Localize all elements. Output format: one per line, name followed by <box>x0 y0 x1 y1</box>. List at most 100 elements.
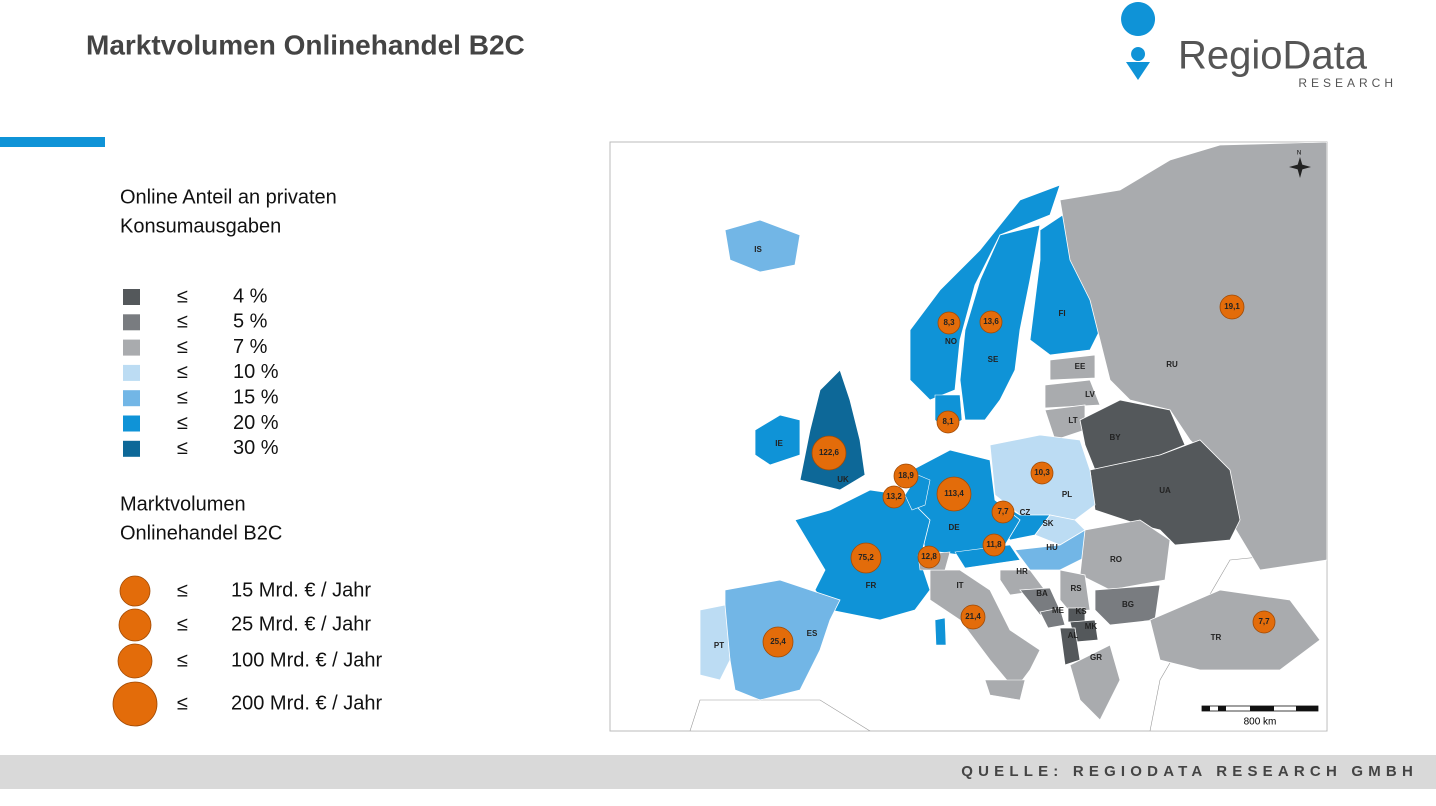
volume-label: 19,1 <box>1224 302 1240 311</box>
logo-pin <box>1121 2 1156 61</box>
legend-symbol: ≤ <box>177 361 188 383</box>
bubbles: 8,3 13,6 8,1 10,3 18,9 13,2 7,7 11,8 12,8 21,4 19,… <box>762 294 1276 658</box>
volume-bubble <box>917 545 941 569</box>
legend-symbol: ≤ <box>177 579 188 601</box>
volume-label: 25,4 <box>770 637 786 646</box>
country-code: DE <box>948 523 960 532</box>
footer-bar <box>0 755 1436 789</box>
volume-label: 18,9 <box>898 471 914 480</box>
legend-swatch <box>123 339 140 356</box>
country-code: CZ <box>1020 508 1031 517</box>
scale-seg <box>1296 706 1318 711</box>
country-code: LT <box>1068 416 1077 425</box>
legend: Online Anteil an privaten Konsumausgaben ≤… <box>112 186 383 727</box>
volume-bubble <box>762 626 794 658</box>
country-code: BY <box>1109 433 1121 442</box>
logo-name: RegioData <box>1178 34 1368 78</box>
legend-symbol: ≤ <box>177 692 188 714</box>
legend-swatch <box>123 440 140 457</box>
legend-swatch <box>123 289 140 305</box>
country-code: UK <box>837 475 849 484</box>
legend-symbol: ≤ <box>177 311 188 333</box>
sicily <box>984 679 1026 701</box>
legend-symbol: ≤ <box>177 412 188 434</box>
country <box>929 569 1041 691</box>
country-code: UA <box>1159 486 1171 495</box>
country-code: ME <box>1052 606 1065 615</box>
logo: RegioData RESEARCH <box>1121 2 1397 90</box>
country-code: RO <box>1110 555 1122 564</box>
legend-bubble <box>112 681 158 727</box>
country-code: TR <box>1211 633 1222 642</box>
scale-seg <box>1250 706 1274 711</box>
volume-label: 8,3 <box>943 318 955 327</box>
country-code: BA <box>1036 589 1048 598</box>
logo-sub: RESEARCH <box>1298 76 1397 90</box>
country-code: AL <box>1068 631 1079 640</box>
country-code: BG <box>1122 600 1134 609</box>
volume-label: 13,2 <box>886 492 902 501</box>
volume-label: 13,6 <box>983 317 999 326</box>
legend-label: 15 % <box>233 386 279 408</box>
volume-label: 7,7 <box>1258 617 1270 626</box>
footer-source: QUELLE: REGIODATA RESEARCH GMBH <box>961 763 1418 780</box>
volume-bubble <box>979 310 1003 334</box>
legend-label: 100 Mrd. € / Jahr <box>231 649 383 671</box>
country-code: PL <box>1062 490 1072 499</box>
legend-label: 4 % <box>233 285 268 307</box>
volume-label: 10,3 <box>1034 468 1050 477</box>
country-code: RS <box>1070 584 1082 593</box>
scale-seg <box>1202 706 1210 711</box>
legend-label: 15 Mrd. € / Jahr <box>231 579 371 601</box>
map: IS NO SE FI RU EE LV LT BY UA PL CZ SK HU RO BG DE FR ES PT… <box>689 142 1327 731</box>
legend-swatch <box>123 314 140 331</box>
volume-bubble <box>882 485 906 509</box>
country <box>754 414 801 466</box>
legend-symbol: ≤ <box>177 613 188 635</box>
legend-title: Online Anteil an privaten <box>120 186 337 208</box>
country-code: RU <box>1166 360 1178 369</box>
country-code: HR <box>1016 567 1028 576</box>
legend-symbol: ≤ <box>177 386 188 408</box>
country <box>699 604 731 681</box>
country-code: ES <box>807 629 818 638</box>
country-code: EE <box>1075 362 1086 371</box>
volume-bubble <box>893 463 919 489</box>
corsica <box>934 617 947 646</box>
legend-swatch <box>123 364 140 381</box>
volume-label: 12,8 <box>921 552 937 561</box>
volume-bubble <box>936 410 960 434</box>
country-code: GR <box>1090 653 1102 662</box>
country-code: KS <box>1075 607 1087 616</box>
country <box>1069 644 1121 721</box>
volume-bubble <box>991 500 1015 524</box>
country-code: HU <box>1046 543 1058 552</box>
land-africa <box>689 699 871 731</box>
volume-label: 75,2 <box>858 553 874 562</box>
legend-label: 7 % <box>233 336 268 358</box>
volume-bubble <box>1030 461 1054 485</box>
title: Marktvolumen Onlinehandel B2C <box>86 29 525 60</box>
legend-label: 30 % <box>233 437 279 459</box>
country <box>1089 439 1241 546</box>
legend-bubble <box>117 643 153 679</box>
volume-bubble <box>811 435 847 471</box>
country-code: LV <box>1085 390 1095 399</box>
volume-label: 122,6 <box>819 448 840 457</box>
country-code: SK <box>1042 519 1053 528</box>
volume-label: 7,7 <box>997 507 1009 516</box>
legend-symbol: ≤ <box>177 437 188 459</box>
volume-label: 113,4 <box>944 489 964 498</box>
legend-label: 10 % <box>233 361 279 383</box>
legend-symbol: ≤ <box>177 285 188 307</box>
legend-label: 200 Mrd. € / Jahr <box>231 692 383 714</box>
scale-bar: 800 km <box>1201 705 1319 728</box>
country-code: NO <box>945 337 957 346</box>
volume-bubble <box>960 604 986 630</box>
north-arrow: N <box>1289 151 1311 178</box>
volume-bubble <box>850 542 882 574</box>
legend-title: Konsumausgaben <box>120 215 281 237</box>
legend-symbol: ≤ <box>177 336 188 358</box>
north-label: N <box>1297 151 1301 157</box>
